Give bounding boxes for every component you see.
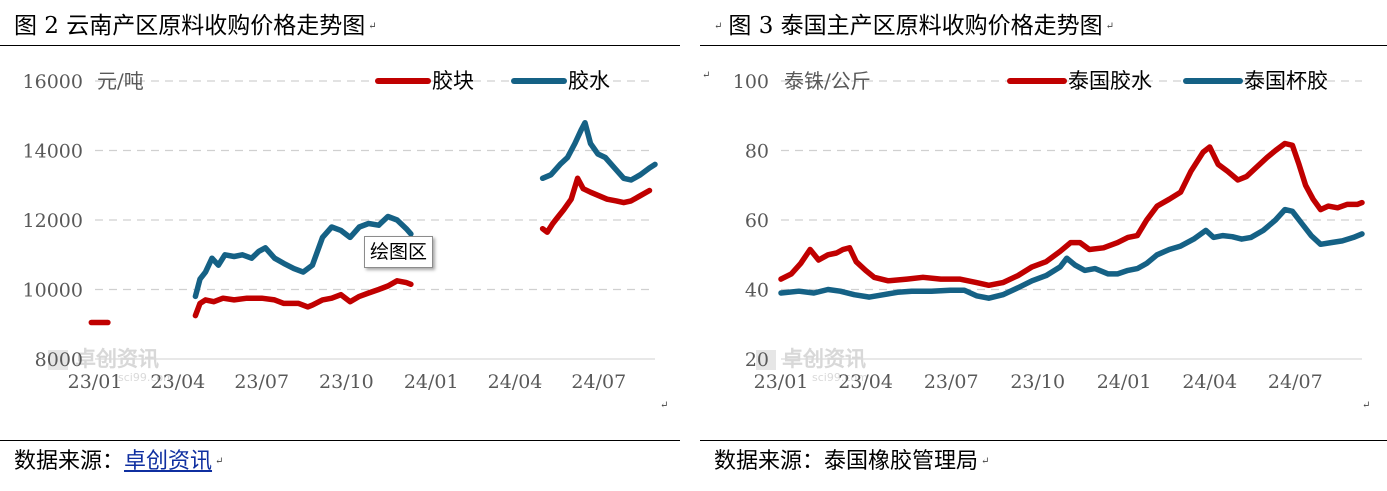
x-tick-label: 23/01: [68, 371, 123, 393]
figure-title: 图 2 云南产区原料收购价格走势图 ↵: [0, 6, 680, 46]
x-tick-label: 23/07: [234, 371, 289, 393]
series-line-2[interactable]: [778, 206, 1365, 301]
paragraph-mark-icon: ↵: [702, 70, 711, 81]
paragraph-mark-icon: ↵: [1105, 21, 1115, 32]
x-tick-label: 24/01: [404, 371, 459, 393]
figure-panel-yunnan: 图 2 云南产区原料收购价格走势图 ↵ 卓创资讯 sci99.com 8000 10…: [0, 0, 680, 491]
y-gridlines: [781, 80, 1362, 360]
x-axis-ticks: 23/01 23/04 23/07 23/10 24/01 24/04 24/07: [68, 371, 627, 393]
source-note: 数据来源：泰国橡胶管理局 ↵: [700, 440, 1387, 484]
y-axis-ticks: 20 40 60 80 100: [733, 71, 769, 371]
y-tick-label: 12000: [23, 210, 83, 232]
paragraph-mark-icon: ↵: [981, 456, 990, 467]
x-axis-ticks: 23/01 23/04 23/07 23/10 24/01 24/04 24/07: [754, 371, 1323, 393]
legend-label-series-2: 泰国杯胶: [1244, 69, 1328, 93]
price-chart-yunnan: 卓创资讯 sci99.com 800010000120001400016000 …: [23, 69, 658, 393]
source-label: 数据来源：: [14, 449, 125, 474]
x-tick-label: 23/07: [924, 371, 979, 393]
chart-legend: 胶块 胶水: [375, 69, 610, 93]
x-tick-label: 23/10: [319, 371, 374, 393]
y-tick-label: 80: [745, 141, 769, 163]
watermark-subtext: sci99.com: [812, 371, 868, 384]
y-tick-label: 40: [745, 280, 769, 302]
paragraph-mark-icon: ↵: [368, 21, 377, 32]
y-tick-label: 20: [745, 349, 769, 371]
x-tick-label: 23/04: [151, 371, 206, 393]
x-tick-label: 23/04: [838, 371, 893, 393]
x-tick-label: 24/07: [1268, 371, 1323, 393]
legend-label-series-2: 胶水: [568, 69, 610, 93]
y-tick-label: 10000: [23, 280, 83, 302]
series-line-2[interactable]: [192, 213, 414, 300]
x-tick-label: 24/04: [488, 371, 543, 393]
series-line-1[interactable]: [539, 175, 653, 235]
x-tick-label: 24/01: [1097, 371, 1152, 393]
source-note: 数据来源：卓创资讯 ↵: [0, 440, 680, 484]
watermark-subtext: sci99.com: [118, 371, 174, 384]
series-line-1[interactable]: [778, 140, 1365, 289]
figure-panel-thailand: ↵ 图 3 泰国主产区原料收购价格走势图 ↵ ↵ 卓创资讯 sci99.com 20…: [700, 0, 1387, 491]
watermark-logo: [756, 350, 776, 370]
paragraph-mark-icon: ↵: [215, 456, 224, 467]
y-tick-label: 100: [733, 71, 769, 93]
source-label: 数据来源：泰国橡胶管理局: [714, 449, 979, 474]
chart-legend: 泰国胶水 泰国杯胶: [1007, 69, 1328, 93]
y-tick-label: 16000: [23, 71, 83, 93]
plot-lines[interactable]: [88, 119, 658, 326]
x-tick-label: 24/04: [1182, 371, 1237, 393]
paragraph-mark-icon: ↵: [714, 21, 723, 32]
y-axis-unit: 元/吨: [97, 69, 144, 93]
plot-lines[interactable]: [778, 140, 1365, 301]
figure-title: ↵ 图 3 泰国主产区原料收购价格走势图 ↵: [700, 6, 1387, 46]
paragraph-mark-icon: ↵: [1362, 400, 1371, 411]
series-line-2[interactable]: [539, 119, 658, 183]
legend-label-series-1: 胶块: [432, 69, 474, 93]
figure-title-text: 图 2 云南产区原料收购价格走势图: [14, 13, 366, 39]
figure-title-text: 图 3 泰国主产区原料收购价格走势图: [728, 13, 1103, 39]
x-tick-label: 23/10: [1010, 371, 1065, 393]
y-tick-label: 60: [745, 210, 769, 232]
y-axis-unit: 泰铢/公斤: [784, 69, 871, 93]
legend-label-series-1: 泰国胶水: [1068, 69, 1152, 93]
paragraph-mark-icon: ↵: [660, 400, 669, 411]
x-tick-label: 23/01: [754, 371, 809, 393]
series-line-1[interactable]: [192, 278, 414, 319]
watermark-logo: [48, 350, 68, 370]
plot-area-tooltip: 绘图区: [364, 236, 434, 268]
x-tick-label: 24/07: [571, 371, 626, 393]
y-axis-ticks: 8000 10000 12000 14000 16000: [23, 71, 83, 371]
y-tick-label: 14000: [23, 141, 83, 163]
source-link[interactable]: 卓创资讯: [124, 449, 213, 474]
y-tick-label: 8000: [35, 349, 83, 371]
y-gridlines: [95, 80, 655, 360]
